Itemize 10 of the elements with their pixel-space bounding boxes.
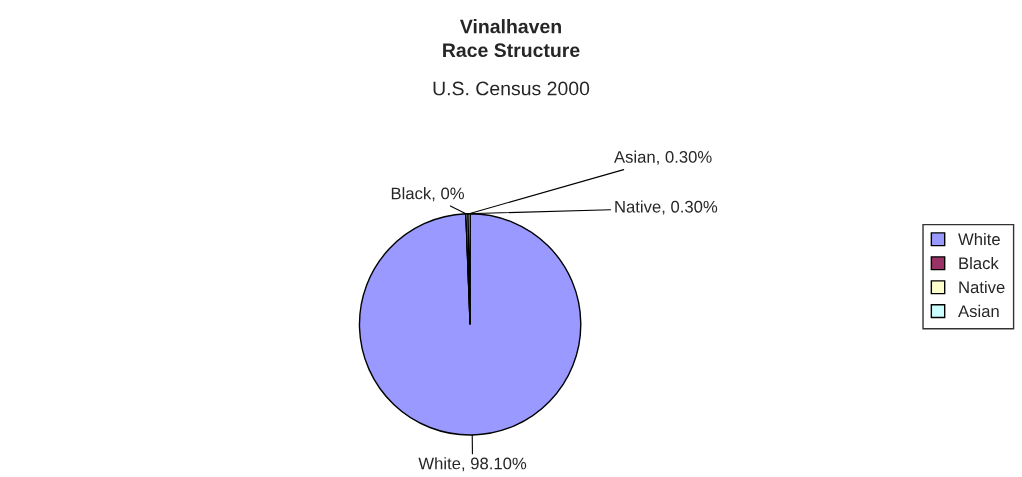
data-label: White, 98.10% xyxy=(418,457,527,472)
text: Black, 0% xyxy=(391,187,464,202)
legend-label: Native xyxy=(959,280,1005,294)
chart-title: Vinalhaven Race Structure xyxy=(443,19,580,58)
data-label: Asian, 0.30% xyxy=(614,150,712,165)
data-label: Native, 0.30% xyxy=(615,200,718,215)
chart-subtitle: U.S. Census 2000 xyxy=(433,81,590,96)
legend-label: Black xyxy=(959,256,999,270)
legend-label: White xyxy=(958,233,1000,246)
legend-label: Asian xyxy=(958,304,999,318)
